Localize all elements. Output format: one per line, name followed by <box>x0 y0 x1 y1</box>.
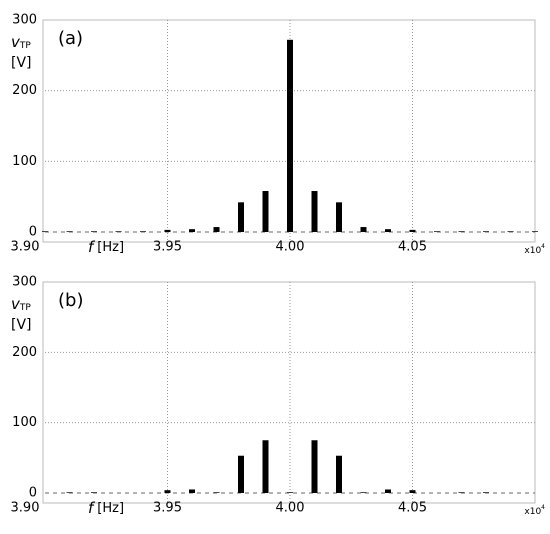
x-axis-label: f [Hz] <box>88 238 124 256</box>
bar <box>507 231 514 232</box>
bar <box>189 229 195 232</box>
y-tick-label: 100 <box>12 154 37 169</box>
plot-frame <box>42 281 536 504</box>
bar <box>360 492 367 493</box>
bar <box>385 229 391 232</box>
bar <box>458 231 465 232</box>
x-multiplier-exp: 4 <box>541 243 545 250</box>
y-tick-label: 200 <box>12 345 37 360</box>
bar <box>213 227 220 232</box>
x-axis-label: f [Hz] <box>88 499 124 517</box>
y-axis-label: vTP <box>11 33 31 51</box>
x-tick-label: 3.90 <box>11 501 40 516</box>
panel-label: (b) <box>58 290 83 311</box>
bar <box>483 492 489 493</box>
y-axis-sub: TP <box>19 303 31 313</box>
x-axis-var: f <box>88 238 96 256</box>
panel-label: (a) <box>58 28 83 49</box>
bar <box>91 231 97 232</box>
x-tick-label: 4.00 <box>276 501 305 516</box>
x-axis-unit: [Hz] <box>97 501 124 516</box>
y-axis-sub: TP <box>19 41 31 51</box>
bar <box>164 490 171 493</box>
x-multiplier-exp: 4 <box>541 504 545 511</box>
y-tick-label: 100 <box>12 415 37 430</box>
bar <box>66 492 73 493</box>
panel: 0 100 200 300 3.90 3.95 4.00 4.05 (b) vTP [V] f [Hz]… <box>11 275 546 517</box>
y-axis-var: v <box>11 33 21 51</box>
bar <box>434 231 440 232</box>
bar <box>115 231 122 232</box>
bar <box>336 455 342 493</box>
bar <box>238 455 244 493</box>
y-tick-label: 0 <box>29 225 37 240</box>
bar <box>311 440 318 493</box>
bar <box>91 492 97 493</box>
bar <box>287 39 293 232</box>
bar <box>532 231 538 232</box>
y-axis-var: v <box>11 295 21 313</box>
x-axis-var: f <box>88 499 96 517</box>
y-tick-label: 0 <box>29 486 37 501</box>
bar <box>385 489 391 493</box>
x-multiplier: x104 <box>524 243 545 256</box>
bar <box>164 229 171 232</box>
bar <box>262 440 269 493</box>
bar <box>189 489 195 493</box>
y-tick-label: 300 <box>12 13 37 28</box>
bar <box>140 231 146 232</box>
y-axis-unit: [V] <box>11 55 32 71</box>
x-tick-label: 4.05 <box>398 501 427 516</box>
bar <box>42 231 48 232</box>
x-multiplier-base: x10 <box>524 507 541 517</box>
bar <box>287 492 293 493</box>
y-axis-label: vTP <box>11 295 31 313</box>
x-tick-label: 3.90 <box>11 240 40 255</box>
x-tick-label: 3.95 <box>153 240 182 255</box>
bar <box>311 191 318 232</box>
bar <box>409 490 416 493</box>
bar <box>213 492 220 493</box>
bar <box>360 227 367 232</box>
bar <box>458 492 465 493</box>
y-tick-label: 200 <box>12 83 37 98</box>
x-tick-label: 4.00 <box>276 240 305 255</box>
bar <box>238 202 244 232</box>
bar <box>483 231 489 232</box>
panel: 0 100 200 300 3.90 3.95 4.00 4.05 (a) vTP [V] f [Hz]… <box>11 13 546 256</box>
x-tick-label: 4.05 <box>398 240 427 255</box>
bar <box>66 231 73 232</box>
x-axis-unit: [Hz] <box>97 240 124 255</box>
x-tick-label: 3.95 <box>153 501 182 516</box>
y-tick-label: 300 <box>12 275 37 290</box>
x-multiplier-base: x10 <box>524 246 541 256</box>
bar <box>336 202 342 232</box>
plot-frame <box>42 19 536 243</box>
bar <box>262 191 269 232</box>
bar <box>409 229 416 232</box>
x-multiplier: x104 <box>524 504 545 517</box>
y-axis-unit: [V] <box>11 317 32 333</box>
